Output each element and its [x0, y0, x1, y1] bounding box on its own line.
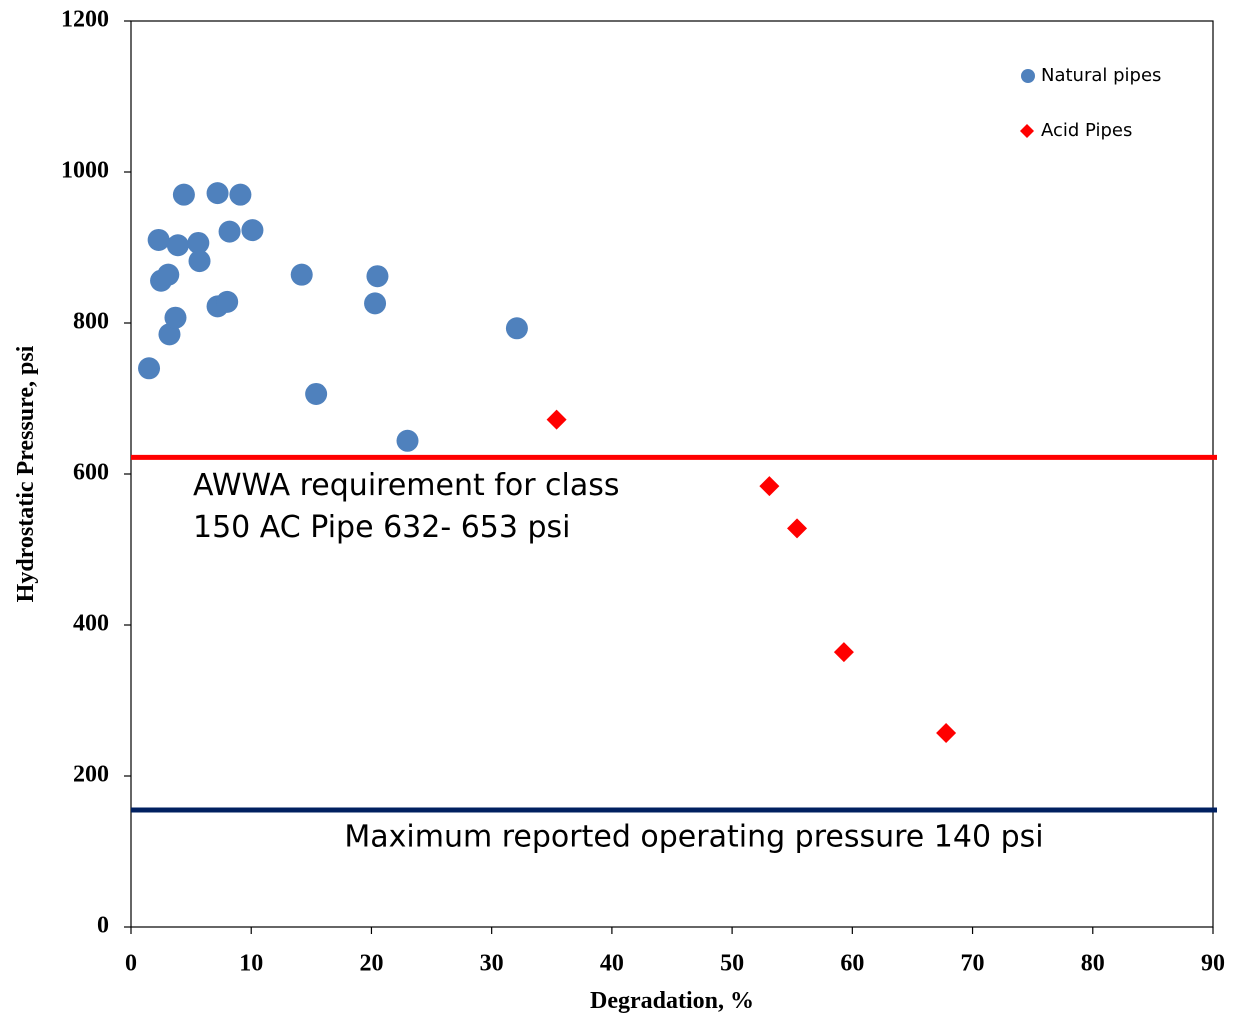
data-point — [546, 409, 567, 430]
data-point — [164, 306, 187, 329]
reference-annotation: 150 AC Pipe 632- 653 psi — [193, 510, 571, 545]
data-point — [241, 219, 264, 242]
data-point — [505, 317, 528, 340]
y-tick-label: 1200 — [61, 7, 109, 33]
data-point — [157, 263, 180, 286]
legend-label: Acid Pipes — [1041, 120, 1132, 141]
data-point — [147, 228, 170, 251]
x-tick-label: 0 — [125, 951, 137, 977]
y-tick-label: 200 — [73, 762, 109, 788]
y-tick-label: 400 — [73, 611, 109, 637]
reference-annotation: Maximum reported operating pressure 140 … — [344, 819, 1043, 854]
data-point — [290, 263, 313, 286]
data-point — [364, 292, 387, 315]
data-point — [206, 182, 229, 205]
y-tick-label: 600 — [73, 460, 109, 486]
x-tick-label: 60 — [840, 951, 864, 977]
legend-label: Natural pipes — [1041, 65, 1161, 86]
data-point — [305, 382, 328, 405]
x-tick-label: 50 — [720, 951, 744, 977]
data-point — [936, 722, 957, 743]
data-point — [218, 220, 241, 243]
y-tick-label: 1000 — [61, 158, 109, 184]
data-point — [216, 290, 239, 313]
y-axis-title: Hydrostatic Pressure, psi — [13, 345, 39, 602]
data-point — [138, 357, 161, 380]
data-point — [833, 642, 854, 663]
y-tick-label: 0 — [97, 913, 109, 939]
data-point — [172, 183, 195, 206]
x-tick-label: 40 — [600, 951, 624, 977]
data-point — [229, 183, 252, 206]
data-point — [158, 323, 181, 346]
y-tick-label: 800 — [73, 309, 109, 335]
x-tick-label: 90 — [1201, 951, 1225, 977]
data-point — [759, 476, 780, 497]
data-point — [366, 265, 389, 288]
data-point — [787, 518, 808, 539]
legend-marker — [1021, 69, 1035, 83]
data-point — [188, 250, 211, 273]
x-tick-label: 10 — [239, 951, 263, 977]
x-axis-title: Degradation, % — [590, 988, 754, 1014]
x-tick-label: 80 — [1081, 951, 1105, 977]
x-tick-label: 30 — [480, 951, 504, 977]
x-tick-label: 20 — [359, 951, 383, 977]
x-tick-label: 70 — [961, 951, 985, 977]
data-point — [166, 234, 189, 257]
reference-annotation: AWWA requirement for class — [193, 468, 620, 503]
legend-marker — [1020, 124, 1034, 138]
data-point — [396, 429, 419, 452]
data-point — [187, 231, 210, 254]
